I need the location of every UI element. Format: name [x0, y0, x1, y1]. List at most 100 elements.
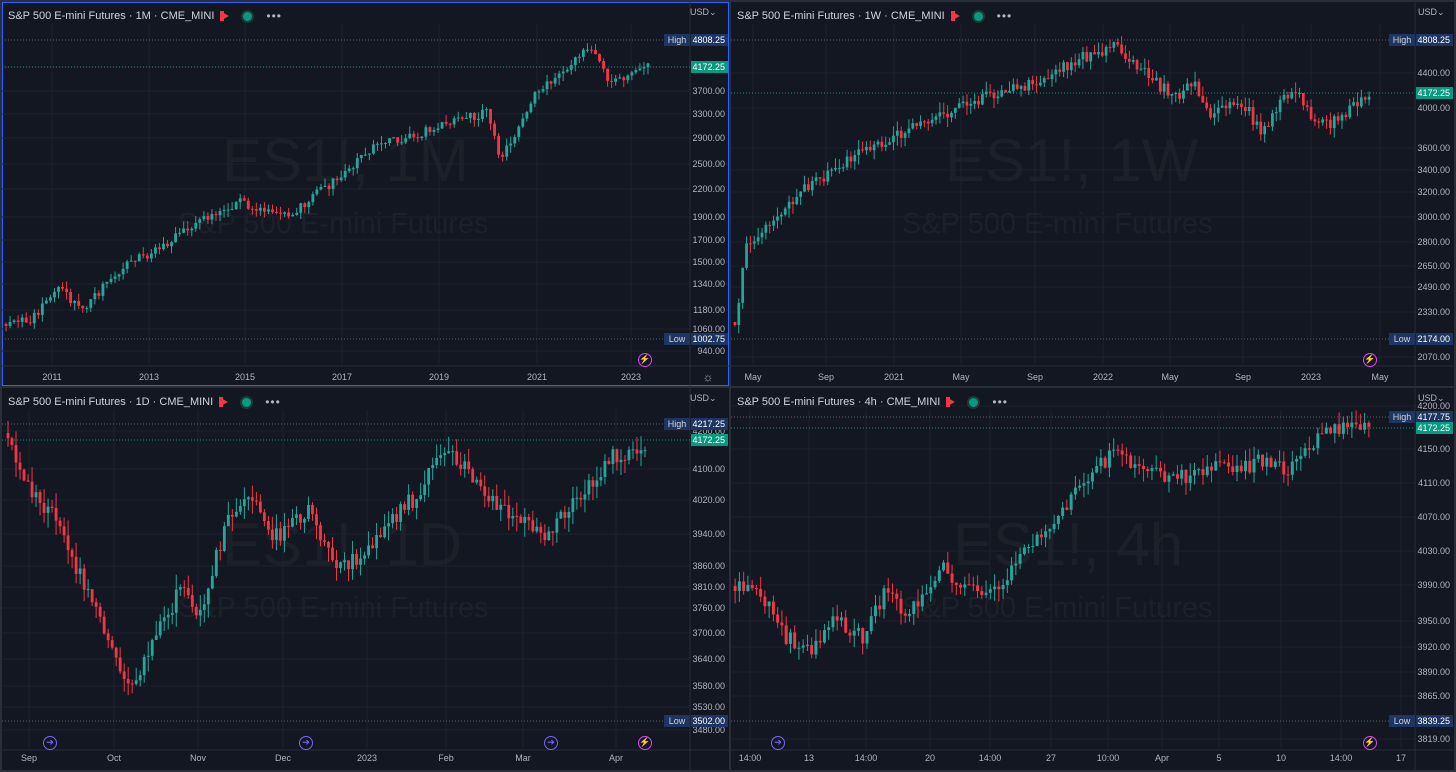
- last-price-value: 4172.25: [692, 435, 725, 445]
- candle-body: [254, 209, 258, 211]
- more-icon[interactable]: •••: [996, 9, 1013, 23]
- candle-body: [535, 526, 539, 532]
- candle-body: [1065, 507, 1069, 510]
- arrow-icon[interactable]: ➔: [544, 736, 558, 750]
- candle-body: [403, 504, 407, 510]
- time-tick-label: Mar: [515, 753, 531, 763]
- price-tick-label: 1700.00: [692, 235, 725, 245]
- candle-body: [452, 118, 456, 125]
- candle-body: [242, 499, 246, 507]
- candle-body: [1112, 449, 1116, 451]
- currency-label[interactable]: USD⌄: [1418, 393, 1445, 403]
- candle-body: [586, 49, 589, 51]
- chart-title[interactable]: S&P 500 E-mini Futures · 1W · CME_MINI: [737, 10, 945, 22]
- high-value: 4808.25: [1417, 35, 1450, 45]
- grid: [2, 24, 690, 364]
- price-tick-label: 3810.00: [692, 582, 725, 592]
- candle-body: [94, 602, 98, 607]
- candle-body: [202, 215, 206, 220]
- chart-canvas[interactable]: 4400.00 4000.00 3600.00 3400.00 3200.00 3000.…: [731, 2, 1454, 386]
- flag-icon[interactable]: [946, 397, 956, 407]
- flash-icon[interactable]: ⚡: [1363, 353, 1377, 367]
- flag-icon[interactable]: [950, 11, 960, 21]
- candle-body: [283, 212, 287, 214]
- candle-body: [93, 293, 97, 300]
- candle-body: [1201, 469, 1205, 476]
- candle-body: [222, 209, 226, 211]
- settings-icon[interactable]: ☼: [702, 370, 714, 384]
- candle-body: [291, 518, 294, 527]
- candle-body: [767, 601, 771, 607]
- price-tick-label: 3640.00: [692, 654, 725, 664]
- candle-body: [427, 468, 431, 485]
- candle-body: [367, 153, 371, 155]
- flash-icon[interactable]: ⚡: [638, 736, 652, 750]
- currency-label[interactable]: USD⌄: [690, 393, 717, 403]
- chart-canvas[interactable]: 4200.00 4100.00 4020.00 3940.00 3860.00 3810.…: [2, 388, 729, 770]
- candle-body: [246, 200, 250, 209]
- candle-body: [263, 207, 266, 212]
- chart-title[interactable]: S&P 500 E-mini Futures · 1M · CME_MINI: [8, 10, 215, 22]
- candle-body: [28, 322, 32, 324]
- candle-body: [1210, 466, 1213, 471]
- price-tick-label: 3530.00: [692, 702, 725, 712]
- candle-body: [929, 587, 933, 594]
- chart-title[interactable]: S&P 500 E-mini Futures · 1D · CME_MINI: [8, 396, 214, 408]
- candle-body: [848, 632, 852, 636]
- candle-body: [190, 595, 194, 607]
- candle-body: [371, 545, 374, 549]
- candle-body: [178, 232, 182, 234]
- candle-body: [299, 514, 302, 523]
- candle-body: [495, 495, 499, 510]
- candle-body: [771, 601, 775, 615]
- flag-icon[interactable]: [220, 11, 230, 21]
- candle-body: [1150, 468, 1154, 472]
- flash-icon[interactable]: ⚡: [1363, 736, 1377, 750]
- chart-panel-weekly[interactable]: ES1!, 1W S&P 500 E-mini Futures 4400.00 4…: [731, 2, 1454, 386]
- time-tick-label: May: [744, 372, 762, 382]
- currency-label[interactable]: USD⌄: [690, 7, 717, 17]
- more-icon[interactable]: •••: [265, 395, 281, 409]
- candle-body: [287, 526, 290, 528]
- candle-body: [1251, 106, 1255, 125]
- candle-body: [880, 141, 884, 147]
- candle-body: [1046, 78, 1050, 80]
- candle-body: [635, 449, 639, 454]
- candle-body: [1247, 106, 1251, 112]
- grid: [2, 410, 690, 748]
- chart-title[interactable]: S&P 500 E-mini Futures · 4h · CME_MINI: [737, 396, 941, 408]
- arrow-icon[interactable]: ➔: [299, 736, 313, 750]
- chart-panel-daily[interactable]: ES1!, 1D S&P 500 E-mini Futures 4200.00 4…: [2, 388, 729, 770]
- candle-body: [801, 645, 805, 648]
- candle-body: [110, 640, 114, 648]
- price-tick-label: 4000.00: [1417, 103, 1450, 113]
- chart-canvas[interactable]: 4200.003700.003300.002900.002500.002200.…: [2, 2, 729, 386]
- chart-canvas[interactable]: 4200.00 4150.00 4110.00 4070.00 4030.00 3990.…: [731, 388, 1454, 770]
- chart-panel-monthly[interactable]: ES1!, 1M S&P 500 E-mini Futures 4200.003…: [2, 2, 729, 386]
- arrow-icon[interactable]: ➔: [771, 736, 785, 750]
- candle-body: [479, 479, 483, 487]
- more-icon[interactable]: •••: [992, 395, 1008, 409]
- candle-body: [1259, 121, 1263, 135]
- flag-icon[interactable]: [219, 397, 229, 407]
- candle-body: [878, 605, 882, 610]
- candle-body: [868, 146, 872, 151]
- candle-body: [953, 107, 957, 113]
- candle-body: [988, 589, 992, 593]
- arrow-icon[interactable]: ➔: [43, 736, 57, 750]
- candle-body: [407, 494, 411, 510]
- candle-body: [493, 123, 496, 136]
- flash-icon[interactable]: ⚡: [638, 353, 652, 367]
- candle-body: [1004, 90, 1007, 93]
- candle-body: [934, 116, 938, 120]
- candle-body: [1303, 448, 1307, 456]
- candle-body: [419, 495, 423, 500]
- currency-label[interactable]: USD⌄: [1418, 7, 1445, 17]
- candle-body: [1011, 84, 1015, 91]
- chart-panel-4h[interactable]: ES1!, 4h S&P 500 E-mini Futures 4200.00 4…: [731, 388, 1454, 770]
- candle-body: [749, 243, 752, 245]
- time-tick-label: 27: [1046, 753, 1056, 763]
- more-icon[interactable]: •••: [266, 9, 283, 23]
- candle-body: [810, 644, 814, 655]
- price-tick-label: 2500.00: [692, 159, 725, 169]
